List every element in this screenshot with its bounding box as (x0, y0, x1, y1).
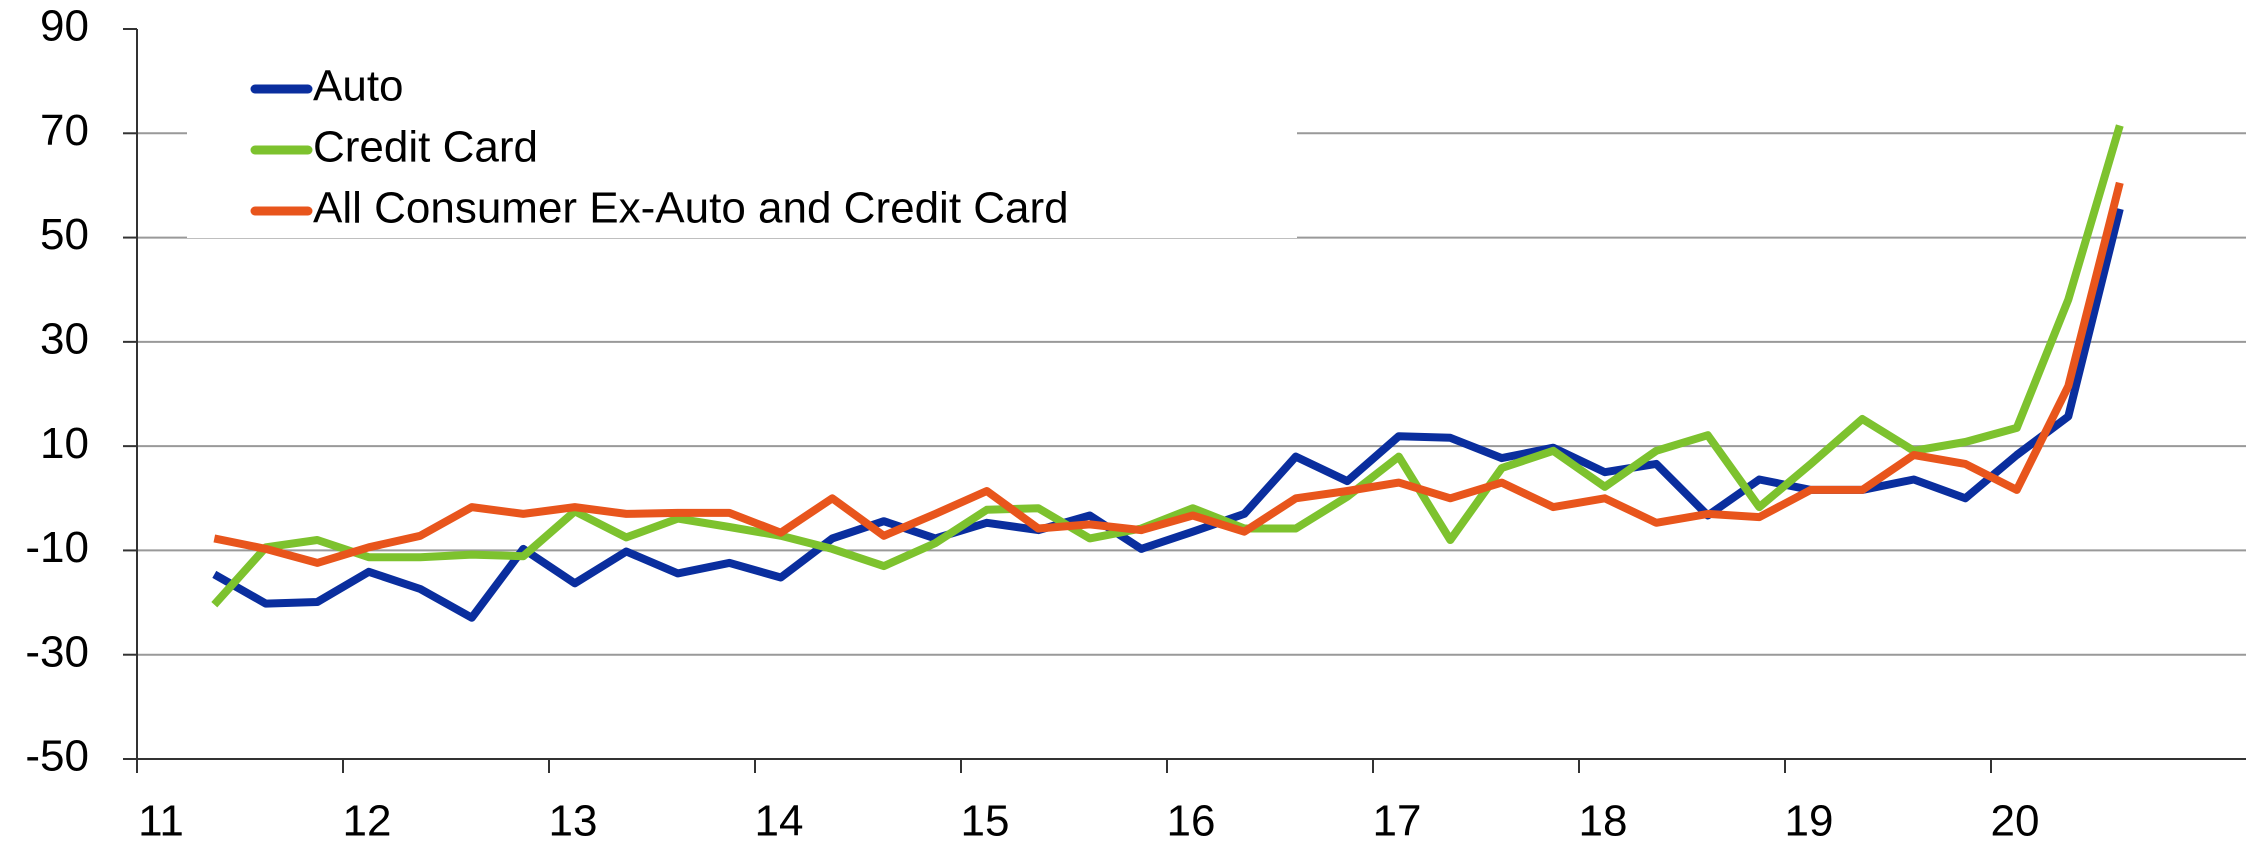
x-tick-label: 11 (138, 797, 184, 845)
x-tick-label: 15 (961, 797, 1010, 845)
series-line (212, 207, 2124, 622)
x-tick-label: 17 (1373, 797, 1422, 845)
y-tick-label: -10 (25, 523, 89, 572)
y-tick-label: 70 (40, 106, 89, 155)
legend-label: All Consumer Ex-Auto and Credit Card (313, 184, 1069, 233)
y-tick-label: -50 (25, 732, 89, 781)
x-tick-label: 13 (549, 797, 598, 845)
x-tick-label: 14 (755, 797, 804, 845)
y-tick-label: -30 (25, 627, 89, 676)
legend-background (187, 58, 1297, 238)
y-tick-label: 50 (40, 210, 89, 259)
y-tick-label: 30 (40, 314, 89, 363)
x-tick-label: 12 (343, 797, 392, 845)
series-line (213, 181, 2124, 567)
x-tick-label: 18 (1579, 797, 1628, 845)
x-tick-label: 19 (1785, 797, 1834, 845)
x-tick-label: 16 (1167, 797, 1216, 845)
y-tick-label: 10 (40, 419, 89, 468)
legend-label: Credit Card (313, 123, 538, 172)
series-line (211, 124, 2124, 608)
y-tick-label: 90 (40, 2, 89, 51)
legend-label: Auto (313, 62, 404, 111)
x-tick-label: 20 (1991, 797, 2040, 845)
